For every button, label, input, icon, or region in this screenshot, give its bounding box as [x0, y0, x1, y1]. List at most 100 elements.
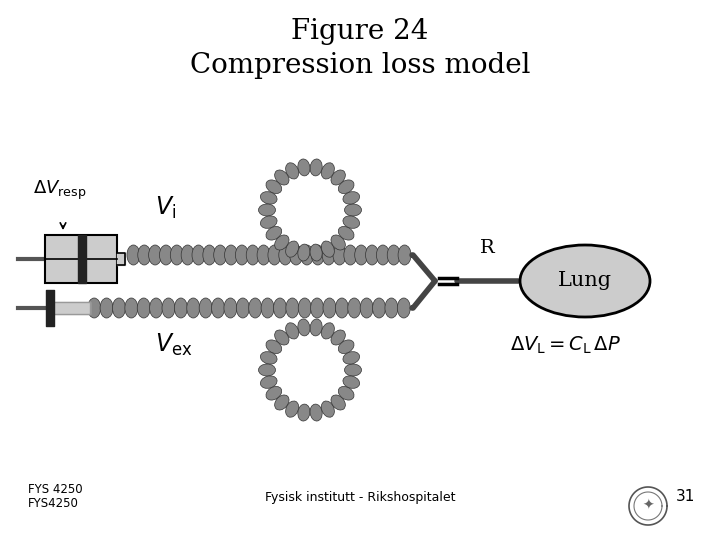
Ellipse shape — [286, 323, 299, 339]
Ellipse shape — [397, 298, 410, 318]
Ellipse shape — [266, 226, 282, 240]
Ellipse shape — [344, 204, 361, 216]
Ellipse shape — [344, 245, 357, 265]
Ellipse shape — [261, 352, 277, 364]
Ellipse shape — [150, 298, 163, 318]
Ellipse shape — [298, 159, 310, 176]
Ellipse shape — [310, 244, 322, 261]
Ellipse shape — [311, 245, 324, 265]
Ellipse shape — [266, 340, 282, 354]
Ellipse shape — [366, 245, 379, 265]
Ellipse shape — [261, 376, 277, 388]
Ellipse shape — [125, 298, 138, 318]
Text: Lung: Lung — [558, 272, 612, 291]
FancyBboxPatch shape — [45, 235, 117, 283]
Ellipse shape — [387, 245, 400, 265]
Ellipse shape — [235, 245, 248, 265]
Ellipse shape — [261, 192, 277, 204]
Ellipse shape — [338, 340, 354, 354]
Ellipse shape — [236, 298, 249, 318]
Text: 31: 31 — [675, 489, 695, 504]
Ellipse shape — [214, 245, 227, 265]
Ellipse shape — [298, 298, 311, 318]
Ellipse shape — [159, 245, 173, 265]
Ellipse shape — [360, 298, 373, 318]
Ellipse shape — [203, 245, 216, 265]
Ellipse shape — [286, 241, 299, 257]
Ellipse shape — [224, 298, 237, 318]
Ellipse shape — [298, 319, 310, 336]
Ellipse shape — [225, 245, 238, 265]
Ellipse shape — [343, 216, 359, 228]
Ellipse shape — [192, 245, 205, 265]
Ellipse shape — [286, 298, 299, 318]
Ellipse shape — [333, 245, 346, 265]
Ellipse shape — [279, 245, 292, 265]
Ellipse shape — [377, 245, 390, 265]
Ellipse shape — [138, 298, 150, 318]
Text: FYS 4250: FYS 4250 — [28, 483, 83, 496]
Text: Figure 24: Figure 24 — [292, 18, 428, 45]
Ellipse shape — [274, 298, 287, 318]
Ellipse shape — [286, 163, 299, 179]
Ellipse shape — [257, 245, 270, 265]
Ellipse shape — [181, 245, 194, 265]
Ellipse shape — [258, 204, 276, 216]
Ellipse shape — [322, 245, 335, 265]
Ellipse shape — [398, 245, 411, 265]
Ellipse shape — [310, 298, 323, 318]
Ellipse shape — [520, 245, 650, 317]
Ellipse shape — [162, 298, 175, 318]
Ellipse shape — [258, 364, 276, 376]
Ellipse shape — [88, 298, 101, 318]
Ellipse shape — [355, 245, 368, 265]
Ellipse shape — [372, 298, 385, 318]
Ellipse shape — [186, 298, 199, 318]
Ellipse shape — [338, 387, 354, 400]
Ellipse shape — [266, 180, 282, 193]
Ellipse shape — [274, 330, 289, 345]
Ellipse shape — [348, 298, 361, 318]
Ellipse shape — [261, 298, 274, 318]
Ellipse shape — [310, 319, 322, 336]
Ellipse shape — [286, 401, 299, 417]
Ellipse shape — [100, 298, 113, 318]
Ellipse shape — [331, 170, 346, 185]
Ellipse shape — [331, 235, 346, 250]
Text: Compression loss model: Compression loss model — [190, 52, 530, 79]
Text: ✦: ✦ — [642, 499, 654, 513]
Ellipse shape — [321, 163, 334, 179]
Ellipse shape — [199, 298, 212, 318]
Ellipse shape — [274, 235, 289, 250]
Ellipse shape — [323, 298, 336, 318]
Ellipse shape — [261, 216, 277, 228]
Ellipse shape — [212, 298, 225, 318]
Ellipse shape — [344, 364, 361, 376]
Ellipse shape — [331, 395, 346, 410]
Ellipse shape — [246, 245, 259, 265]
Text: $V_{\rm i}$: $V_{\rm i}$ — [155, 195, 176, 221]
Ellipse shape — [112, 298, 125, 318]
Ellipse shape — [171, 245, 184, 265]
Text: $V_{\rm ex}$: $V_{\rm ex}$ — [155, 332, 192, 358]
Ellipse shape — [274, 395, 289, 410]
Ellipse shape — [268, 245, 281, 265]
Ellipse shape — [298, 244, 310, 261]
Text: R: R — [480, 239, 495, 257]
Ellipse shape — [127, 245, 140, 265]
Ellipse shape — [331, 330, 346, 345]
Text: $\Delta V_{\rm L} = C_{\rm L}\,\Delta P$: $\Delta V_{\rm L} = C_{\rm L}\,\Delta P$ — [510, 334, 621, 356]
Ellipse shape — [174, 298, 187, 318]
Ellipse shape — [338, 180, 354, 193]
Ellipse shape — [343, 376, 359, 388]
Ellipse shape — [138, 245, 150, 265]
Ellipse shape — [343, 352, 359, 364]
Ellipse shape — [298, 404, 310, 421]
Text: Fysisk institutt - Rikshospitalet: Fysisk institutt - Rikshospitalet — [265, 491, 455, 504]
Ellipse shape — [336, 298, 348, 318]
Ellipse shape — [385, 298, 398, 318]
Text: FYS4250: FYS4250 — [28, 497, 79, 510]
Ellipse shape — [321, 323, 334, 339]
Ellipse shape — [266, 387, 282, 400]
Ellipse shape — [300, 245, 313, 265]
